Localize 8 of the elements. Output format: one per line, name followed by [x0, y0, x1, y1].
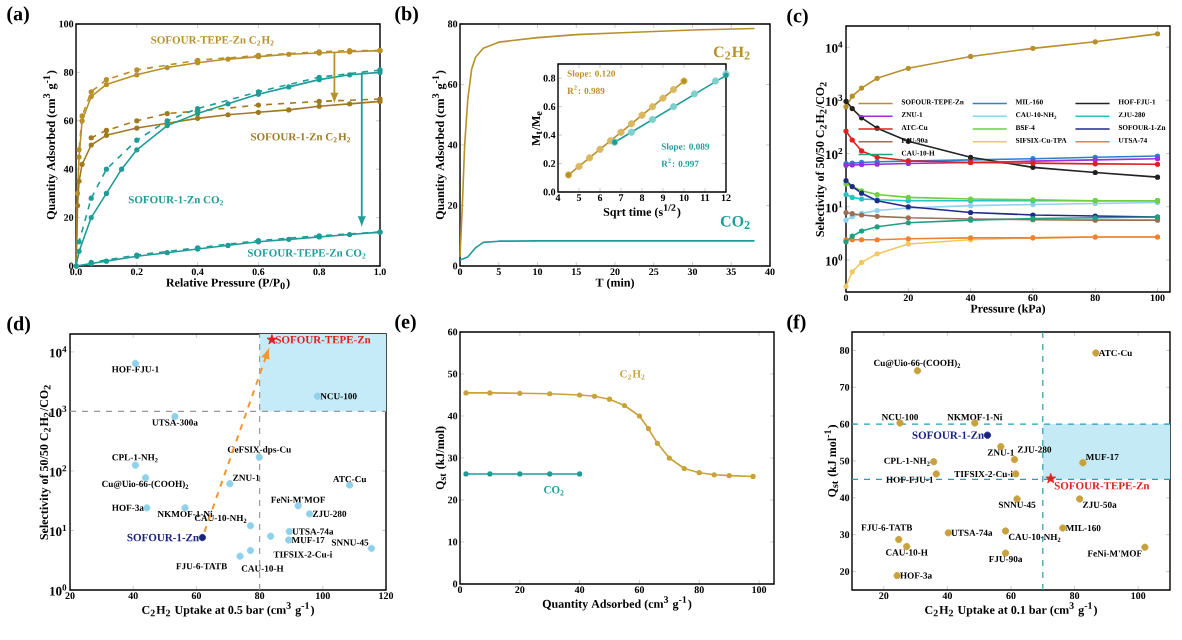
chart-title: (d)	[7, 316, 30, 335]
series-label: CO$_{2}$	[720, 215, 750, 229]
series-label: C$_{2}$H$_{2}$	[713, 46, 750, 60]
chart-title: (a)	[7, 6, 29, 25]
chart-title: (f)	[787, 314, 806, 333]
chart-title: (b)	[395, 6, 418, 25]
chart-title: (e)	[395, 314, 416, 333]
chart-title: (c)	[787, 8, 808, 27]
